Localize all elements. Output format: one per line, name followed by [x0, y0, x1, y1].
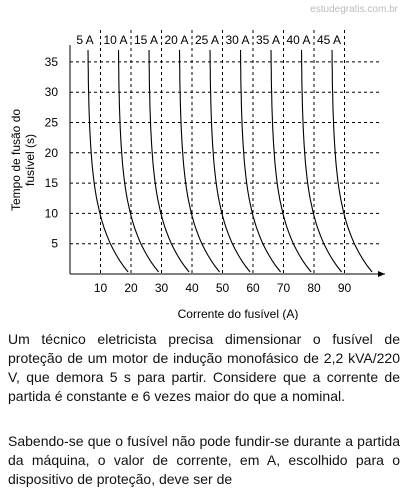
fuse-curve — [300, 49, 343, 273]
y-tick-label: 15 — [45, 176, 59, 190]
curve-label: 40 A — [286, 33, 310, 47]
curve-label: 45 A — [317, 33, 341, 47]
x-tick-label: 30 — [155, 281, 169, 295]
y-axis-label: Tempo de fusão dofusível (s) — [9, 109, 37, 211]
watermark: estudegratis.com.br — [310, 4, 398, 15]
curve-label: 25 A — [195, 33, 219, 47]
y-tick-label: 25 — [45, 116, 59, 130]
curve-label: 30 A — [225, 33, 249, 47]
figure: estudegratis.com.br Tempo de fusão dofus… — [9, 4, 399, 320]
fuse-curve — [87, 49, 129, 273]
x-tick-label: 10 — [94, 281, 108, 295]
fuse-curve — [239, 49, 282, 273]
x-tick-label: 60 — [246, 281, 260, 295]
x-tick-label: 20 — [124, 281, 138, 295]
axis-arrow — [378, 271, 385, 277]
y-tick-label: 10 — [45, 206, 59, 220]
x-tick-label: 70 — [277, 281, 291, 295]
paragraph: Um técnico eletricista precisa dimension… — [8, 331, 400, 404]
y-tick-label: 35 — [45, 55, 59, 69]
y-label-line: Tempo de fusão do — [9, 109, 23, 211]
curve-label: 15 A — [134, 33, 158, 47]
y-tick-label: 20 — [45, 146, 59, 160]
y-label-line: fusível (s) — [23, 134, 37, 186]
curve-label: 35 A — [256, 33, 280, 47]
y-tick-label: 5 — [51, 237, 58, 251]
x-tick-label: 40 — [185, 281, 199, 295]
curve-label: 20 A — [164, 33, 188, 47]
y-tick-label: 30 — [45, 85, 59, 99]
x-axis-label: Corrente do fusível (A) — [178, 307, 299, 320]
fuse-curve — [117, 49, 160, 273]
x-tick-label: 50 — [216, 281, 230, 295]
fuse-curve — [209, 49, 251, 273]
x-tick-label: 80 — [307, 281, 321, 295]
fuse-curve — [178, 49, 221, 273]
fuse-curve — [148, 49, 190, 273]
x-tick-label: 90 — [338, 281, 352, 295]
curve-label: 10 A — [103, 33, 127, 47]
paragraph: Sabendo-se que o fusível não pode fundir… — [8, 433, 400, 487]
curve-label: 5 A — [76, 33, 93, 47]
fuse-curve — [331, 49, 373, 273]
fuse-curve — [270, 49, 312, 273]
